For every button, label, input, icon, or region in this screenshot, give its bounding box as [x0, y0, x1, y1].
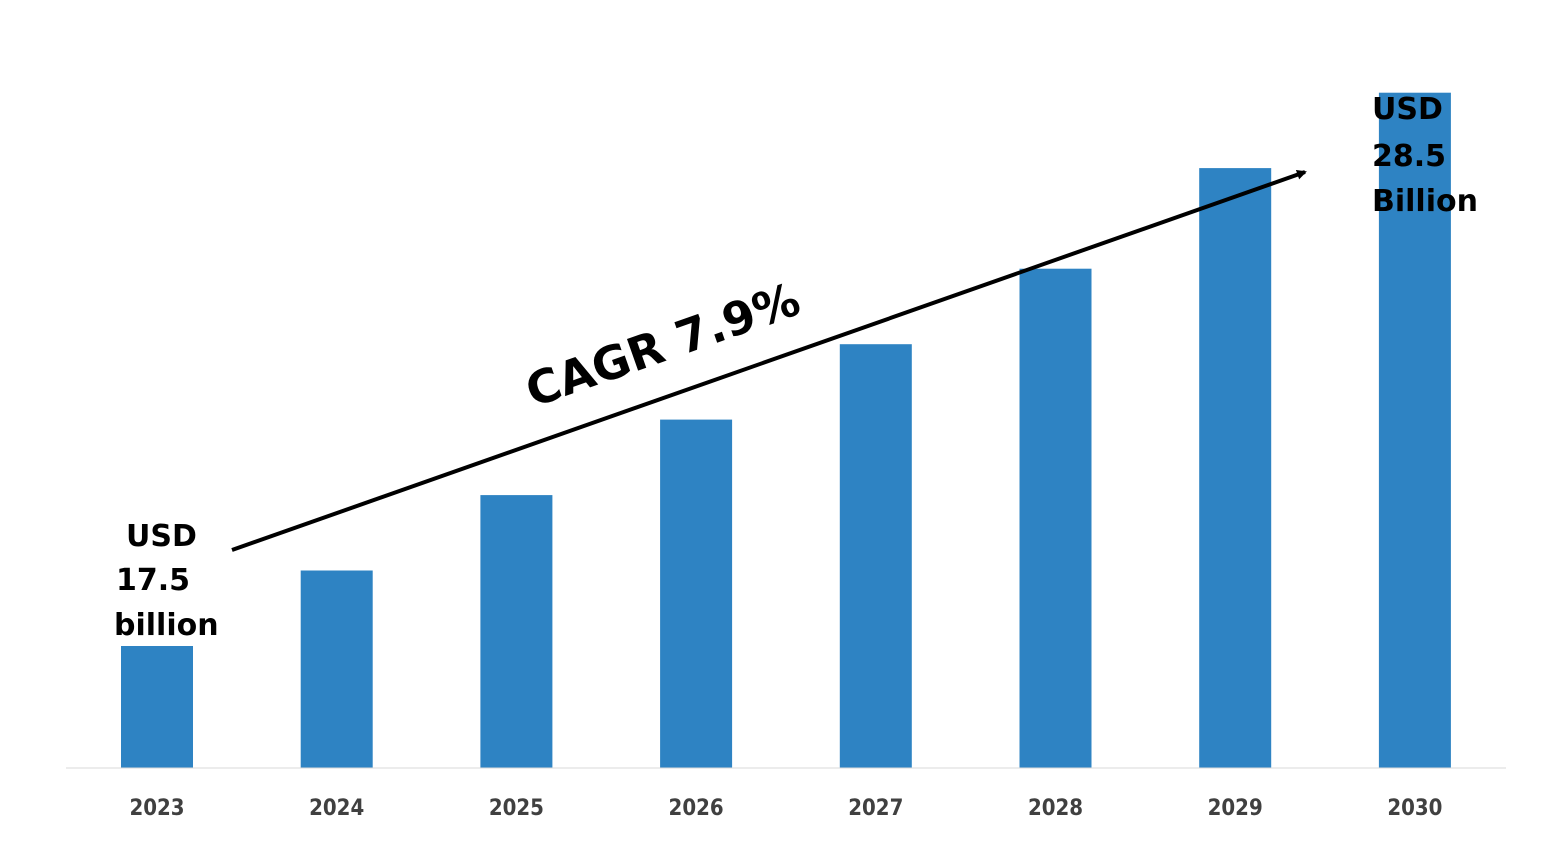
bar-2030 — [1378, 92, 1451, 768]
x-tick-label-2026: 2026 — [669, 796, 724, 821]
bar-2028 — [1019, 268, 1092, 768]
bar-2026 — [660, 419, 733, 768]
start-callout-line-3: billion — [114, 608, 219, 643]
cagr-arrow — [231, 169, 1307, 552]
x-tick-label-2023: 2023 — [129, 796, 184, 821]
bar-2029 — [1199, 168, 1272, 769]
start-callout-line-2: 17.5 — [116, 563, 190, 598]
cagr-label: CAGR 7.9% — [519, 272, 807, 418]
x-tick-label-2027: 2027 — [848, 796, 903, 821]
start-value-callout: USD 17.5 billion — [114, 519, 219, 643]
x-tick-label-2029: 2029 — [1208, 796, 1263, 821]
x-tick-label-2024: 2024 — [309, 796, 364, 821]
bar-2023 — [121, 646, 193, 768]
bar-2024 — [300, 570, 373, 768]
start-callout-line-1: USD — [126, 519, 197, 554]
x-tick-label-2030: 2030 — [1387, 796, 1442, 821]
end-callout-line-3: Billion — [1372, 184, 1478, 219]
end-callout-line-1: USD — [1372, 92, 1443, 127]
bar-2025 — [480, 495, 553, 768]
bar-2027 — [839, 344, 912, 768]
end-callout-line-2: 28.5 — [1372, 139, 1446, 174]
end-value-callout: USD 28.5 Billion — [1372, 92, 1478, 219]
x-tick-label-2028: 2028 — [1028, 796, 1083, 821]
bars-layer — [121, 92, 1451, 769]
x-tick-label-2025: 2025 — [489, 796, 544, 821]
x-tick-labels: 2023 2024 2025 2026 2027 2028 2029 2030 — [129, 796, 1442, 821]
